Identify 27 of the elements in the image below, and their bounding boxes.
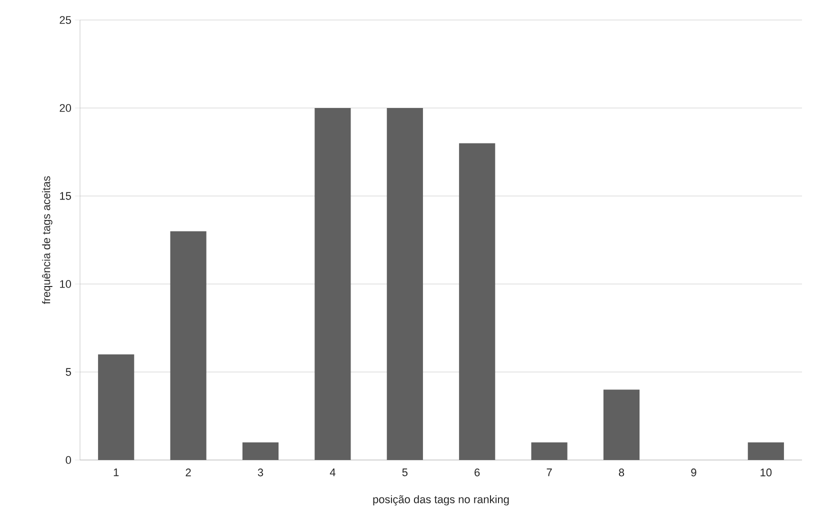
bar: [386, 108, 423, 460]
bar: [314, 108, 351, 460]
bar: [170, 231, 206, 460]
x-tick-label: 8: [618, 468, 624, 476]
bar: [603, 390, 640, 460]
x-tick-label: 6: [474, 468, 480, 476]
bar: [531, 442, 568, 460]
x-tick-label: 7: [546, 468, 552, 476]
y-tick-label: 15: [60, 192, 71, 200]
x-tick-label: 4: [330, 468, 336, 476]
x-tick-label: 1: [114, 468, 119, 476]
x-tick-label: 10: [760, 468, 772, 476]
x-tick-label: 9: [691, 468, 696, 476]
bar: [242, 442, 279, 460]
x-tick-label: 5: [402, 468, 408, 476]
bar: [98, 354, 134, 460]
y-tick-label: 0: [66, 456, 72, 464]
x-tick-label: 2: [186, 468, 191, 476]
y-tick-label: 25: [60, 16, 71, 24]
bar: [459, 143, 496, 460]
y-tick-label: 5: [66, 368, 71, 376]
bar: [748, 442, 784, 460]
y-axis-title: frequência de tags aceitas: [42, 176, 52, 304]
y-tick-label: 10: [60, 280, 72, 288]
x-axis-title: posição das tags no ranking: [373, 495, 509, 506]
x-tick-label: 3: [258, 468, 264, 476]
y-tick-label: 20: [60, 104, 72, 112]
